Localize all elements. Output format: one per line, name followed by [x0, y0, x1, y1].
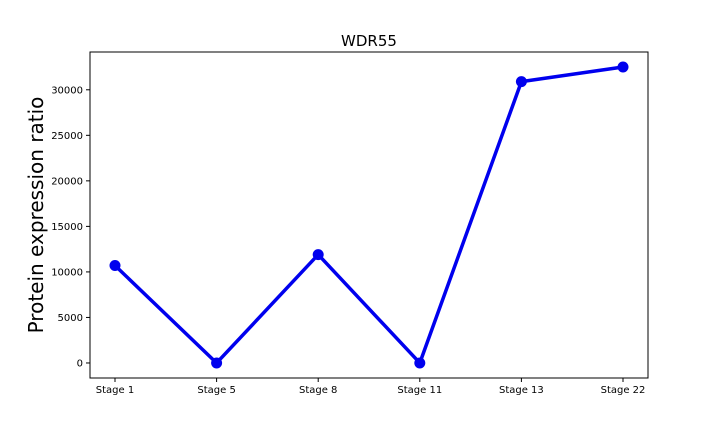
data-point	[312, 249, 324, 261]
x-tick-label: Stage 8	[299, 385, 337, 396]
y-tick-label: 5000	[58, 313, 83, 324]
series-line	[113, 65, 625, 365]
y-tick-label: 20000	[51, 176, 83, 187]
series-layer	[109, 61, 629, 369]
data-point	[515, 76, 527, 88]
chart-title: WDR55	[341, 32, 397, 50]
data-point	[211, 357, 223, 369]
y-tick-label: 15000	[51, 222, 83, 233]
x-axis: Stage 1 Stage 5 Stage 8 Stage 11 Stage 13 Sta…	[96, 378, 646, 396]
x-tick-label: Stage 5	[197, 385, 235, 396]
data-point	[109, 260, 121, 272]
y-tick-label: 30000	[51, 85, 83, 96]
y-tick-label: 0	[77, 358, 83, 369]
y-tick-label: 25000	[51, 131, 83, 142]
x-tick-label: Stage 11	[397, 385, 442, 396]
data-point	[617, 61, 629, 73]
x-tick-label: Stage 13	[499, 385, 544, 396]
plot-area	[89, 51, 649, 379]
y-tick-label: 10000	[51, 267, 83, 278]
y-axis-label: Protein expression ratio	[24, 97, 48, 334]
x-tick-label: Stage 22	[601, 385, 646, 396]
x-tick-label: Stage 1	[96, 385, 134, 396]
y-axis: 0 5000 10000 15000 20000 25000 30000	[51, 85, 90, 369]
data-point	[414, 357, 426, 369]
